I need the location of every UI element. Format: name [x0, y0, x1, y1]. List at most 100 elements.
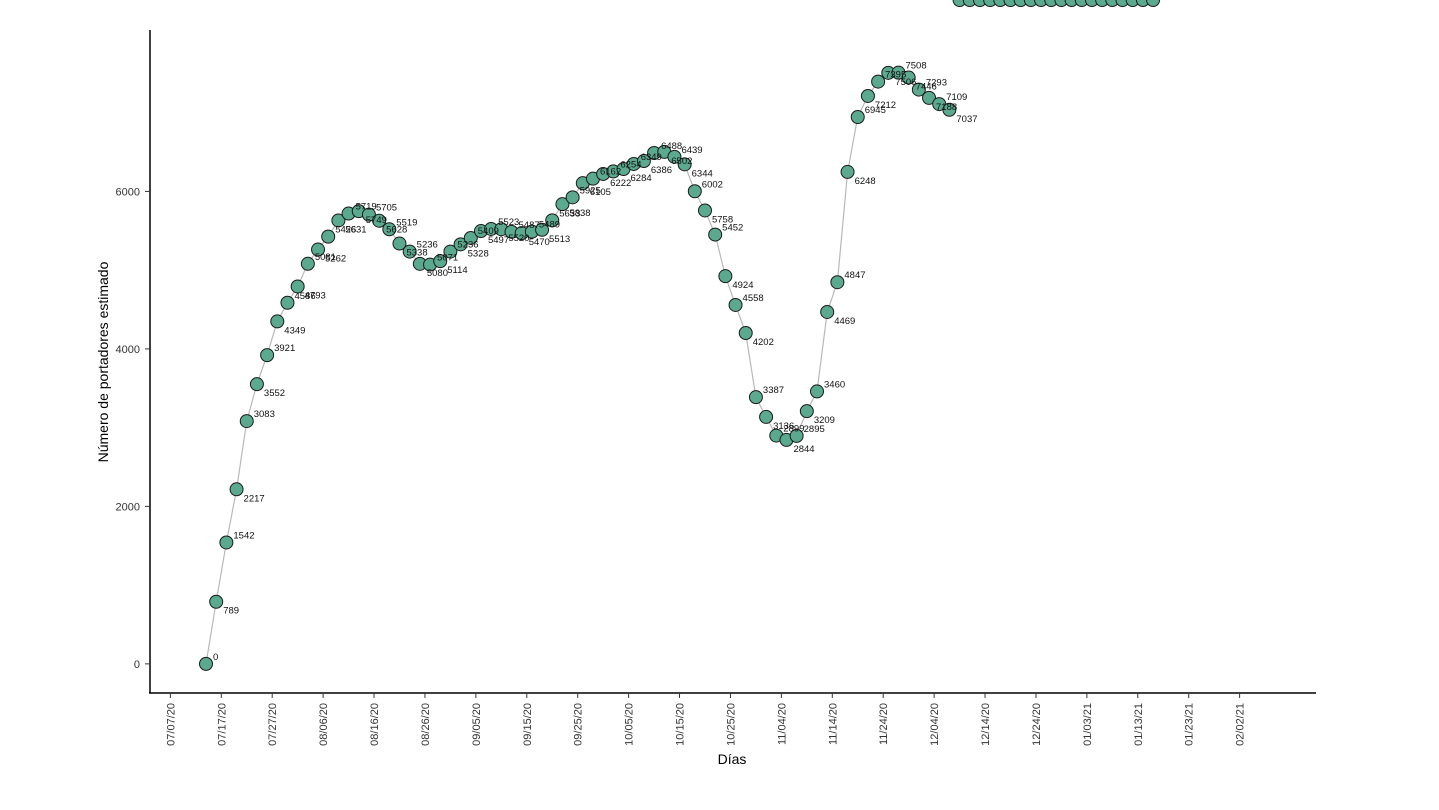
data-label: 5262 [325, 254, 346, 265]
data-point [270, 314, 285, 329]
data-point [738, 325, 753, 340]
y-axis-ticks: 0 2000 4000 6000 [116, 186, 150, 671]
data-point [535, 222, 550, 237]
data-point [321, 229, 336, 244]
data-point [311, 242, 326, 257]
data-point [911, 82, 926, 97]
data-label: 5487 [519, 220, 540, 231]
data-point [677, 157, 692, 172]
data-label: 5409 [478, 226, 499, 237]
data-point [453, 237, 468, 252]
data-label: 5519 [396, 217, 417, 228]
data-point [799, 404, 814, 419]
data-label: 4793 [305, 290, 326, 301]
data-label: 5489 [539, 220, 560, 231]
data-label: 3552 [264, 388, 285, 399]
x-tick-label: 10/15/20 [675, 703, 687, 746]
data-label: 5338 [406, 248, 427, 259]
data-label: 1542 [233, 530, 254, 541]
data-point [229, 482, 244, 497]
data-point [331, 213, 346, 228]
data-label: 6248 [855, 176, 876, 187]
series-line [205, 72, 950, 664]
data-point [199, 656, 214, 671]
data-point [850, 110, 865, 125]
data-label: 4586 [294, 291, 315, 302]
data-point [748, 390, 763, 405]
data-point [636, 154, 651, 169]
data-label: 2895 [804, 424, 825, 435]
data-label: 7446 [916, 82, 937, 93]
data-label: 7395 [885, 70, 906, 81]
data-label: 4469 [834, 316, 855, 327]
series-line-layer [205, 72, 950, 664]
data-label: 7037 [956, 114, 977, 125]
data-label: 4202 [753, 337, 774, 348]
data-label: 0 [213, 652, 218, 663]
x-tick-label: 08/26/20 [420, 703, 432, 746]
data-point [993, 0, 1008, 7]
data-label: 6945 [865, 105, 886, 116]
data-point [922, 90, 937, 105]
data-point [718, 269, 733, 284]
x-tick-label: 10/05/20 [624, 703, 636, 746]
data-label: 6502 [671, 156, 692, 167]
data-label: 5758 [712, 214, 733, 225]
x-tick-label: 11/24/20 [878, 703, 890, 745]
data-point [1084, 0, 1099, 7]
data-label: 5114 [447, 265, 467, 276]
plot-area: 0 2000 4000 6000 07/07/20 07/17/20 07/27/20 08… [116, 0, 1316, 746]
data-label: 5719 [356, 202, 377, 213]
data-point [962, 0, 977, 7]
data-label: 7212 [875, 100, 896, 111]
data-label: 5523 [498, 217, 519, 228]
y-tick-label: 0 [134, 659, 140, 671]
data-label: 5631 [345, 224, 366, 235]
data-point [280, 295, 295, 310]
x-axis-ticks: 07/07/20 07/17/20 07/27/20 08/06/20 08/16/20… [165, 693, 1247, 746]
data-point [565, 190, 580, 205]
x-tick-label: 01/13/21 [1133, 703, 1145, 746]
data-point [209, 594, 224, 609]
x-tick-label: 07/07/20 [165, 703, 177, 746]
data-point [901, 70, 916, 85]
data-label: 6349 [641, 152, 662, 163]
data-label: 6386 [651, 165, 672, 176]
data-point [463, 230, 478, 245]
data-point [1135, 0, 1150, 7]
data-label: 7506 [895, 77, 916, 88]
x-tick-label: 12/04/20 [929, 703, 941, 746]
data-point [820, 304, 835, 319]
x-tick-label: 08/16/20 [369, 703, 381, 746]
data-point [728, 297, 743, 312]
data-point [361, 207, 376, 222]
data-label: 5705 [376, 203, 397, 214]
data-label: 5452 [722, 223, 743, 234]
x-tick-label: 12/24/20 [1031, 703, 1043, 746]
data-label: 2844 [793, 444, 814, 455]
data-point [1023, 0, 1038, 7]
data-point [1115, 0, 1130, 7]
data-point [942, 102, 957, 117]
data-point [687, 184, 702, 199]
data-point [260, 348, 275, 363]
data-point [443, 244, 458, 259]
x-tick-label: 09/15/20 [522, 703, 534, 746]
data-point [1054, 0, 1069, 7]
x-tick-label: 11/04/20 [776, 703, 788, 745]
data-point [402, 244, 417, 259]
data-label: 7188 [936, 102, 957, 113]
x-tick-label: 07/27/20 [267, 703, 279, 746]
data-point [871, 74, 886, 89]
data-label: 4847 [844, 270, 865, 281]
x-tick-label: 10/25/20 [725, 703, 737, 746]
data-point [545, 213, 560, 228]
data-label: 5513 [549, 234, 570, 245]
data-point [972, 0, 987, 7]
data-point [1146, 0, 1161, 7]
data-label: 6222 [610, 178, 631, 189]
data-point [983, 0, 998, 7]
data-point [1105, 0, 1120, 7]
data-label: 5081 [315, 252, 336, 263]
